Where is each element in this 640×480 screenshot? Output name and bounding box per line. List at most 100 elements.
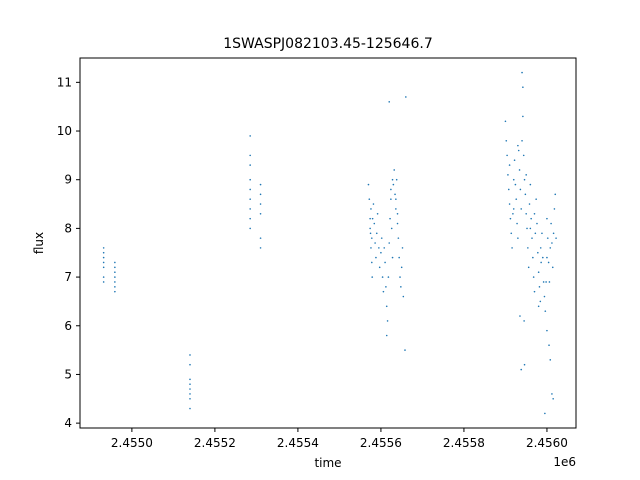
data-point <box>546 256 548 259</box>
data-point <box>380 251 382 254</box>
chart-title: 1SWASPJ082103.45-125646.7 <box>223 36 432 52</box>
data-point <box>504 120 507 123</box>
data-point <box>382 290 385 293</box>
y-tick-label: 6 <box>64 319 72 333</box>
x-axis-offset-label: 1e6 <box>553 455 576 469</box>
data-point <box>259 193 262 196</box>
data-point <box>535 198 537 200</box>
data-point <box>395 198 397 200</box>
data-point <box>545 281 547 283</box>
data-point <box>543 295 546 298</box>
data-point <box>549 359 552 361</box>
data-point <box>515 198 518 200</box>
data-point <box>525 212 527 215</box>
x-tick-label: 2.4560 <box>526 436 568 450</box>
data-point <box>189 354 191 356</box>
data-point <box>393 169 396 171</box>
data-point <box>249 227 251 230</box>
data-point <box>398 256 400 259</box>
data-point <box>514 183 517 186</box>
data-point <box>519 315 521 317</box>
data-point <box>506 154 508 157</box>
data-point <box>388 101 391 103</box>
data-point <box>542 281 545 283</box>
data-point <box>367 183 370 186</box>
data-point <box>259 212 262 215</box>
data-point <box>530 217 532 220</box>
data-point <box>505 139 508 142</box>
data-point <box>523 363 526 366</box>
data-point <box>519 188 522 191</box>
data-point <box>395 208 397 210</box>
data-point <box>385 286 387 288</box>
data-point <box>522 86 524 89</box>
data-point <box>517 144 519 147</box>
data-point <box>102 256 105 259</box>
data-point <box>381 276 384 278</box>
y-axis: 4 5 6 7 8 9 10 11 <box>57 75 80 430</box>
data-point <box>385 305 388 308</box>
data-point <box>369 232 372 235</box>
data-point <box>259 183 262 186</box>
data-point <box>259 247 262 249</box>
data-point <box>391 256 394 259</box>
data-point <box>385 334 388 337</box>
data-point <box>368 198 371 200</box>
data-point <box>102 247 105 249</box>
data-point <box>521 71 523 74</box>
data-point <box>372 203 375 205</box>
data-point <box>539 300 542 303</box>
x-tick-label: 2.4552 <box>194 436 236 450</box>
x-axis: 2.4550 2.4552 2.4554 2.4556 2.4558 2.4560 <box>111 428 568 450</box>
data-point <box>259 237 262 239</box>
data-point <box>533 290 536 293</box>
data-point <box>541 256 544 259</box>
data-point <box>534 232 537 235</box>
data-point <box>378 247 380 249</box>
data-point <box>249 188 251 191</box>
data-point <box>249 217 251 220</box>
data-point <box>189 397 191 400</box>
data-point <box>392 183 395 186</box>
data-point <box>102 251 105 254</box>
data-point <box>532 276 535 278</box>
data-point <box>547 261 550 264</box>
data-point <box>552 397 554 400</box>
data-point <box>554 193 557 196</box>
data-point <box>405 96 407 98</box>
data-point <box>388 242 391 244</box>
y-tick-label: 4 <box>64 416 72 430</box>
y-tick-label: 8 <box>64 221 72 235</box>
data-point <box>546 237 549 239</box>
data-point <box>370 247 372 249</box>
data-point <box>544 310 547 312</box>
x-tick-label: 2.4554 <box>277 436 319 450</box>
x-tick-label: 2.4556 <box>360 436 402 450</box>
data-point <box>531 237 533 239</box>
data-point <box>526 227 528 230</box>
data-point <box>370 208 372 210</box>
data-point <box>189 393 191 395</box>
data-point <box>551 393 553 395</box>
data-point <box>375 232 378 235</box>
data-point <box>548 281 551 283</box>
data-point <box>370 237 373 239</box>
data-point <box>397 237 400 239</box>
data-point <box>529 183 532 186</box>
data-point <box>404 349 406 351</box>
data-point <box>380 237 383 239</box>
data-point <box>537 305 540 308</box>
y-tick-label: 7 <box>64 270 72 284</box>
data-point <box>189 407 191 410</box>
x-tick-label: 2.4550 <box>111 436 153 450</box>
data-point <box>508 164 511 166</box>
data-point <box>373 222 376 225</box>
data-point <box>512 178 515 181</box>
data-point <box>523 178 526 181</box>
data-point <box>402 295 405 298</box>
data-point <box>529 227 532 230</box>
data-point <box>521 139 523 142</box>
data-point <box>390 198 392 200</box>
data-points <box>102 71 557 415</box>
